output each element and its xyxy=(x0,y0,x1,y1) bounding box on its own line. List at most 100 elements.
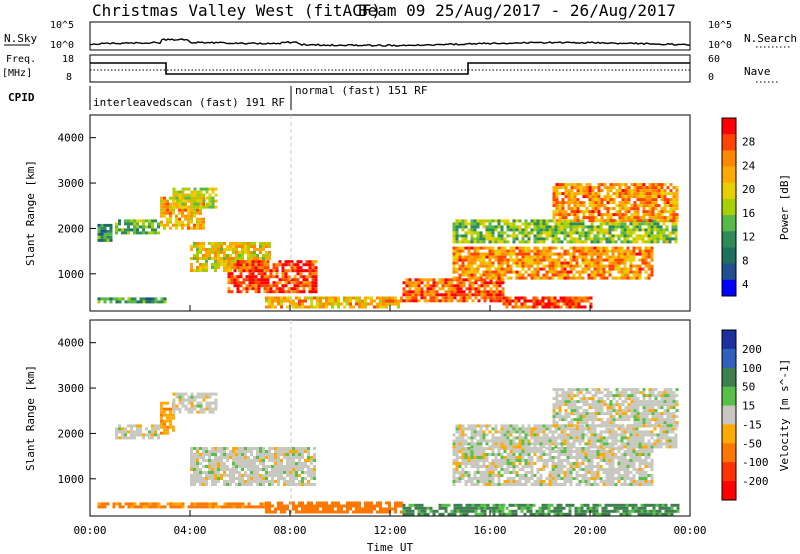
power-scatter-cell xyxy=(512,228,516,232)
velocity-scatter-cell xyxy=(223,505,227,509)
velocity-scatter-cell xyxy=(190,398,194,402)
power-scatter-cell xyxy=(635,225,639,229)
power-scatter-cell xyxy=(459,296,463,300)
power-scatter-cell xyxy=(226,248,229,251)
power-scatter-cell xyxy=(458,246,462,250)
power-scatter-cell xyxy=(660,207,664,211)
power-scatter-cell xyxy=(302,263,306,267)
velocity-scatter-cell xyxy=(473,436,477,440)
velocity-scatter-cell xyxy=(521,445,525,449)
velocity-scatter-cell xyxy=(467,456,471,459)
velocity-scatter-cell xyxy=(271,456,274,459)
velocity-scatter-cell xyxy=(250,462,253,465)
velocity-scatter-cell xyxy=(473,447,477,450)
power-scatter-cell xyxy=(274,296,277,300)
velocity-scatter-cell xyxy=(650,433,654,437)
power-scatter-cell xyxy=(538,299,542,303)
power-scatter-cell xyxy=(671,225,675,229)
power-scatter-cell xyxy=(148,219,151,223)
velocity-scatter-cell xyxy=(500,447,504,450)
velocity-scatter-cell xyxy=(259,462,262,465)
velocity-scatter-cell xyxy=(563,427,567,431)
power-scatter-cell xyxy=(614,264,618,268)
power-scatter-cell xyxy=(444,296,448,300)
power-scatter-cell xyxy=(235,254,238,257)
power-scatter-cell xyxy=(473,222,477,226)
power-scatter-cell xyxy=(505,305,509,309)
velocity-scatter-cell xyxy=(465,512,469,516)
velocity-scatter-cell xyxy=(238,459,241,462)
power-scatter-cell xyxy=(455,240,459,244)
power-scatter-cell xyxy=(290,260,294,264)
power-scatter-cell xyxy=(278,287,282,291)
velocity-scatter-cell xyxy=(202,480,205,483)
velocity-scatter-cell xyxy=(617,447,621,450)
power-scatter-cell xyxy=(235,248,238,251)
power-scatter-cell xyxy=(202,202,205,206)
velocity-scatter-cell xyxy=(590,453,594,456)
power-scatter-cell xyxy=(382,296,385,300)
velocity-scatter-cell xyxy=(542,483,546,486)
velocity-scatter-cell xyxy=(474,512,478,516)
velocity-scatter-cell xyxy=(491,436,495,440)
power-scatter-cell xyxy=(662,228,666,232)
velocity-scatter-cell xyxy=(674,436,678,440)
velocity-scatter-cell xyxy=(521,474,525,477)
velocity-scatter-cell xyxy=(557,474,561,477)
velocity-scatter-cell xyxy=(394,507,397,511)
power-scatter-cell xyxy=(467,240,471,244)
velocity-scatter-cell xyxy=(476,453,480,456)
power-scatter-cell xyxy=(470,276,474,280)
velocity-scatter-cell xyxy=(515,480,519,483)
power-scatter-cell xyxy=(542,225,546,229)
velocity-scatter-cell xyxy=(485,456,489,459)
velocity-scatter-cell xyxy=(524,436,528,440)
velocity-scatter-cell xyxy=(172,416,175,420)
power-scatter-cell xyxy=(205,251,208,254)
power-scatter-cell xyxy=(614,225,618,229)
velocity-scatter-cell xyxy=(467,447,471,450)
power-scatter-cell xyxy=(521,267,525,271)
power-scatter-cell xyxy=(654,216,658,220)
velocity-scatter-cell xyxy=(247,474,250,477)
power-scatter-cell xyxy=(672,213,676,217)
power-scatter-cell xyxy=(666,186,670,190)
power-scatter-cell xyxy=(223,248,226,251)
power-scatter-cell xyxy=(621,198,625,202)
velocity-scatter-cell xyxy=(205,502,209,506)
power-scatter-cell xyxy=(263,284,267,288)
power-scatter-cell xyxy=(512,249,516,253)
power-scatter-cell xyxy=(275,281,279,285)
power-scatter-cell xyxy=(594,198,598,202)
power-scatter-cell xyxy=(220,242,223,245)
power-scatter-cell xyxy=(166,208,169,212)
velocity-scatter-cell xyxy=(196,474,199,477)
velocity-scatter-cell xyxy=(566,471,570,474)
power-scatter-cell xyxy=(536,270,540,274)
velocity-scatter-cell xyxy=(498,506,502,510)
power-scatter-cell xyxy=(584,240,588,244)
power-scatter-cell xyxy=(230,266,234,270)
power-scatter-cell xyxy=(495,284,499,288)
power-scatter-cell xyxy=(560,246,564,250)
power-scatter-cell xyxy=(570,195,574,199)
velocity-scatter-cell xyxy=(548,483,552,486)
power-scatter-cell xyxy=(524,240,528,244)
power-scatter-cell xyxy=(629,261,633,265)
power-scatter-cell xyxy=(626,273,630,277)
power-scatter-cell xyxy=(653,240,657,244)
power-scatter-cell xyxy=(494,267,498,271)
power-scatter-cell xyxy=(509,234,513,238)
power-scatter-cell xyxy=(257,263,261,267)
velocity-scatter-cell xyxy=(656,442,660,446)
velocity-scatter-cell xyxy=(629,465,633,468)
power-scatter-cell xyxy=(236,263,240,267)
power-scatter-cell xyxy=(227,260,231,264)
velocity-scatter-cell xyxy=(611,439,615,443)
velocity-scatter-cell xyxy=(103,502,107,506)
power-scatter-cell xyxy=(567,189,571,193)
power-scatter-cell xyxy=(550,299,554,303)
power-scatter-cell xyxy=(220,251,223,254)
power-scatter-cell xyxy=(184,187,188,191)
velocity-scatter-cell xyxy=(169,410,172,414)
